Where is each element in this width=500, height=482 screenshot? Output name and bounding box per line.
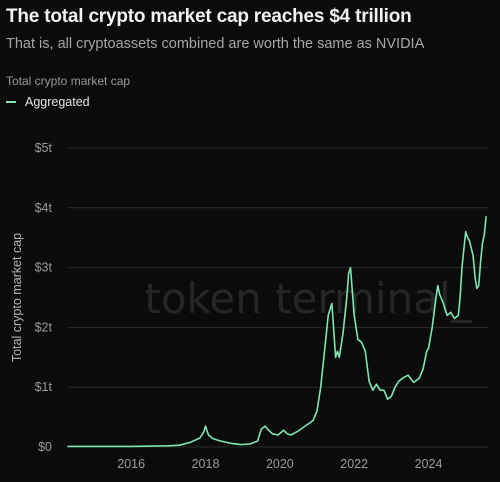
- x-tick-label-2: 2020: [266, 457, 294, 471]
- y-tick-label-2: $2t: [35, 320, 53, 334]
- legend-swatch-aggregated: [6, 101, 16, 103]
- watermark-text: token terminal_: [144, 274, 472, 323]
- y-axis-ticks: $0 $1t $2t $3t $4t $5t: [35, 141, 53, 454]
- series-line-aggregated: [67, 216, 487, 448]
- panel-label: Total crypto market cap: [6, 74, 131, 88]
- x-tick-label-0: 2016: [117, 457, 145, 471]
- y-tick-label-3: $3t: [35, 261, 53, 275]
- chart-title: The total crypto market cap reaches $4 t…: [6, 6, 412, 27]
- legend[interactable]: Aggregated: [6, 95, 90, 109]
- y-axis-label: Total crypto market cap: [10, 233, 24, 362]
- grid-lines: [68, 147, 488, 448]
- y-tick-label-5: $5t: [35, 141, 53, 155]
- x-tick-label-4: 2024: [415, 457, 443, 471]
- series-group: [67, 216, 487, 448]
- y-tick-label-4: $4t: [35, 201, 53, 215]
- y-tick-label-0: $0: [38, 440, 52, 454]
- x-axis-ticks: 2016 2018 2020 2022 2024: [117, 457, 442, 471]
- y-tick-label-1: $1t: [35, 380, 53, 394]
- legend-label-aggregated: Aggregated: [25, 95, 90, 109]
- chart-subtitle: That is, all cryptoassets combined are w…: [6, 36, 425, 52]
- x-tick-label-3: 2022: [340, 457, 368, 471]
- x-tick-label-1: 2018: [192, 457, 220, 471]
